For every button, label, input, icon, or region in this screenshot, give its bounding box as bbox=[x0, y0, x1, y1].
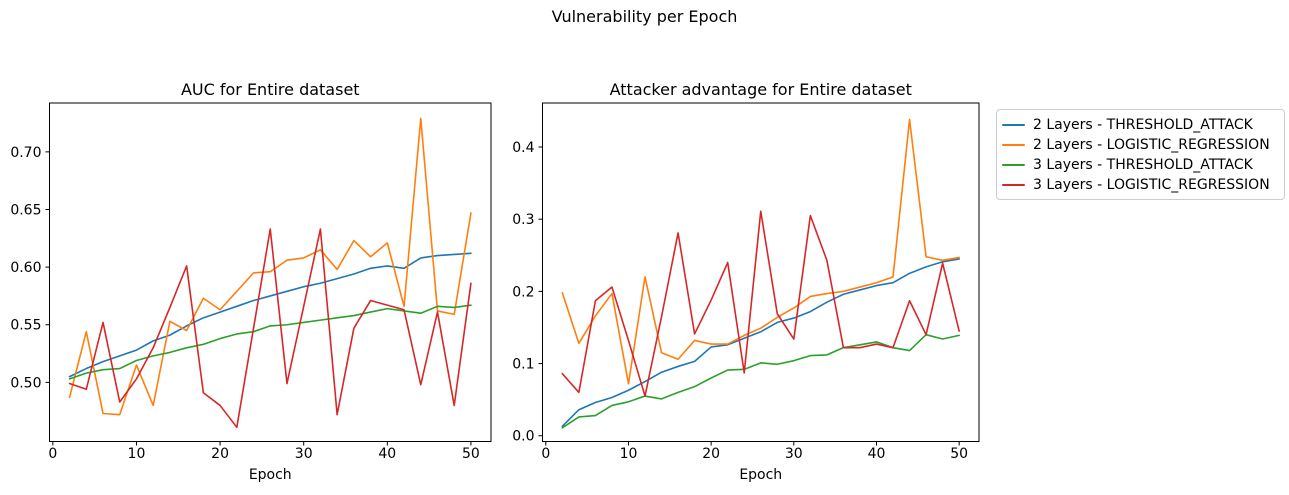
legend-line-swatch-green bbox=[1002, 164, 1025, 166]
legend-line-swatch-orange bbox=[1002, 144, 1025, 146]
x-tick-label: 10 bbox=[128, 446, 146, 462]
y-tick-label: 0.60 bbox=[10, 260, 41, 276]
chart-title: Attacker advantage for Entire dataset bbox=[610, 80, 912, 99]
x-tick-label: 50 bbox=[462, 446, 480, 462]
y-tick-label: 0.0 bbox=[512, 429, 534, 445]
series-line-2-layers-logistic-regression bbox=[68, 117, 472, 416]
x-tick-label: 30 bbox=[785, 446, 803, 462]
series-line-3-layers-logistic-regression bbox=[68, 228, 472, 429]
y-tick-label: 0.2 bbox=[512, 284, 534, 300]
x-tick-label: 40 bbox=[378, 446, 396, 462]
series-line-2-layers-logistic-regression bbox=[561, 118, 960, 385]
y-tick-label: 0.70 bbox=[10, 145, 41, 161]
y-tick-label: 0.4 bbox=[512, 140, 534, 156]
series-line-2-layers-threshold-attack bbox=[561, 258, 960, 428]
legend-item: 3 Layers - LOGISTIC_REGRESSION bbox=[1002, 175, 1278, 195]
series-line-3-layers-logistic-regression bbox=[561, 210, 960, 397]
series-line-2-layers-threshold-attack bbox=[68, 252, 472, 378]
attacker-advantage-chart: 0 10 20 30 40 50 0.0 0.1 0.2 0.3 0.4 Attacker advan… bbox=[512, 80, 980, 483]
legend-item: 2 Layers - THRESHOLD_ATTACK bbox=[1002, 115, 1278, 135]
x-tick-label: 20 bbox=[211, 446, 229, 462]
x-tick-label: 10 bbox=[620, 446, 638, 462]
y-tick-label: 0.55 bbox=[10, 318, 41, 334]
axes-frame bbox=[542, 102, 980, 442]
figure-title: Vulnerability per Epoch bbox=[551, 7, 738, 26]
x-tick-label: 50 bbox=[950, 446, 968, 462]
y-tick-label: 0.65 bbox=[10, 202, 41, 218]
x-tick-label: 20 bbox=[702, 446, 720, 462]
legend-label: 2 Layers - THRESHOLD_ATTACK bbox=[1033, 117, 1253, 133]
x-tick-label: 0 bbox=[541, 446, 550, 462]
x-tick-label: 0 bbox=[48, 446, 57, 462]
legend-item: 3 Layers - THRESHOLD_ATTACK bbox=[1002, 155, 1278, 175]
y-tick-label: 0.1 bbox=[512, 357, 534, 373]
legend: 2 Layers - THRESHOLD_ATTACK 2 Layers - L… bbox=[996, 109, 1285, 200]
x-tick-label: 40 bbox=[868, 446, 886, 462]
x-axis-label: Epoch bbox=[739, 467, 782, 483]
legend-label: 2 Layers - LOGISTIC_REGRESSION bbox=[1033, 137, 1270, 153]
axes-frame bbox=[49, 102, 492, 442]
auc-chart: 0 10 20 30 40 50 0.50 0.55 0.60 0.65 0.70 AUC for E… bbox=[10, 80, 492, 483]
chart-title: AUC for Entire dataset bbox=[181, 80, 360, 99]
y-tick-label: 0.50 bbox=[10, 375, 41, 391]
x-tick-label: 30 bbox=[295, 446, 313, 462]
legend-line-swatch-blue bbox=[1002, 124, 1025, 126]
legend-line-swatch-red bbox=[1002, 184, 1025, 186]
x-axis-label: Epoch bbox=[249, 467, 292, 483]
y-tick-label: 0.3 bbox=[512, 212, 534, 228]
legend-label: 3 Layers - LOGISTIC_REGRESSION bbox=[1033, 177, 1270, 193]
legend-label: 3 Layers - THRESHOLD_ATTACK bbox=[1033, 157, 1253, 173]
legend-item: 2 Layers - LOGISTIC_REGRESSION bbox=[1002, 135, 1278, 155]
